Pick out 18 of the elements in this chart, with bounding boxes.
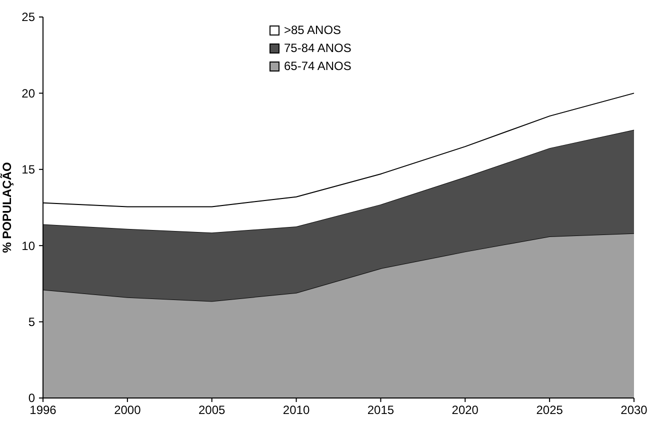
- x-tick-label: 2005: [198, 403, 226, 417]
- y-tick-label: 15: [22, 162, 36, 177]
- y-tick-label: 5: [28, 315, 36, 329]
- y-tick-label: 20: [22, 86, 36, 100]
- x-tick-label: 2020: [452, 403, 479, 417]
- y-tick-label: 25: [22, 10, 36, 24]
- y-axis-title: % POPULAÇÃO: [0, 162, 14, 253]
- legend-label: >85 ANOS: [284, 23, 342, 37]
- y-tick-label: 10: [22, 238, 36, 253]
- legend-label: 75-84 ANOS: [284, 41, 352, 55]
- x-tick-label: 2010: [282, 403, 310, 417]
- y-tick-label: 0: [28, 391, 36, 406]
- x-tick-label: 2015: [367, 403, 394, 417]
- legend-label: 65-74 ANOS: [284, 59, 352, 73]
- x-tick-label: 2030: [620, 403, 648, 417]
- x-tick-label: 2000: [114, 403, 142, 417]
- x-tick-label: 2025: [536, 403, 564, 417]
- x-tick-label: 1996: [30, 403, 57, 417]
